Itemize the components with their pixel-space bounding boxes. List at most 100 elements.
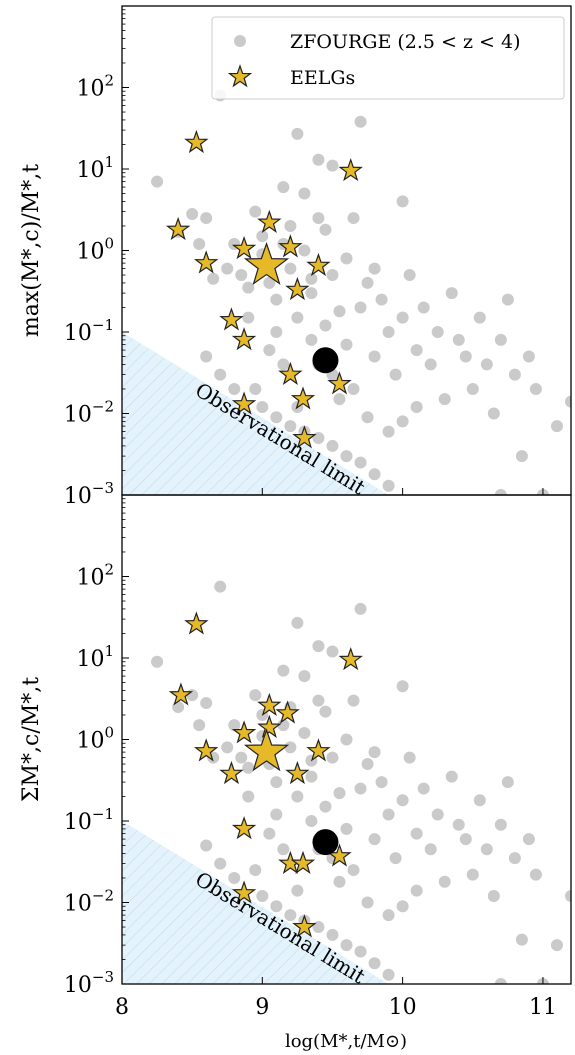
zfourge-point [487,890,500,903]
zfourge-point [389,368,402,381]
zfourge-point [312,921,325,934]
zfourge-point [186,208,199,221]
zfourge-point [193,719,206,732]
zfourge-point [480,358,493,371]
legend-star-icon [227,64,253,88]
eelg-star [278,361,303,385]
zfourge-point [305,272,318,285]
black-marker [312,829,339,856]
zfourge-point [375,776,388,789]
x-tick-label: 9 [255,995,269,1020]
x-tick-label: 11 [529,995,557,1020]
eelg-star [306,738,331,762]
zfourge-point [242,311,255,324]
zfourge-point [277,358,290,371]
data-points [151,580,571,984]
zfourge-point [270,411,283,424]
zfourge-point [151,175,164,188]
zfourge-point [494,333,507,346]
zfourge-point [214,368,227,381]
eelg-star [193,738,219,762]
zfourge-point [417,782,430,795]
panel-top: Observational limit 10−310−210−110010110… [19,5,572,509]
zfourge-point [354,301,367,314]
zfourge-point [298,187,311,200]
zfourge-point [326,269,339,282]
zfourge-point [284,420,297,433]
zfourge-point [431,326,444,338]
zfourge-point [382,479,395,492]
zfourge-point [354,945,367,958]
legend-zfourge-label: ZFOURGE (2.5 < z < 4) [290,31,521,53]
y-tick-label: 100 [76,724,114,754]
eelg-star [290,850,316,874]
eelg-star [231,391,257,415]
eelg-big-star [243,241,290,286]
y-tick-label: 100 [76,235,114,265]
eelg-star [219,307,244,331]
observational-limit-region [122,332,389,495]
y-axis-label: max(M*,c)/M*,t [19,164,44,337]
zfourge-point [207,272,220,285]
zfourge-point [284,262,297,275]
zfourge-point [340,822,353,835]
y-ticks: 10−3 10−2 10−1 100 101 102 [64,9,544,509]
legend-zfourge-marker [234,35,246,47]
zfourge-point [522,833,535,846]
zfourge-point [466,868,479,881]
zfourge-point [382,909,395,922]
eelg-star [231,327,257,351]
zfourge-point [249,864,262,877]
zfourge-point [326,159,339,172]
zfourge-point [340,252,353,265]
zfourge-point [284,909,297,922]
zfourge-point [382,326,395,338]
zfourge-point [438,393,451,406]
zfourge-point [326,439,339,452]
zfourge-point [270,326,283,338]
zfourge-point [249,205,262,218]
zfourge-point [361,276,374,289]
zfourge-point [200,350,213,363]
zfourge-point [291,790,304,803]
zfourge-point [396,900,409,913]
zfourge-point [340,733,353,746]
zfourge-point [361,411,374,424]
zfourge-point [550,420,563,433]
zfourge-point [214,857,227,870]
zfourge-point [361,758,374,771]
zfourge-point [305,815,318,827]
zfourge-point [340,338,353,351]
observational-limit-area [122,332,389,495]
legend-eelg-marker [227,64,253,88]
zfourge-point [403,751,416,764]
zfourge-point [256,230,269,243]
zfourge-point [368,833,381,846]
zfourge-point [459,350,472,363]
zfourge-point [319,705,332,718]
zfourge-point [396,415,409,428]
zfourge-point [305,770,318,783]
eelg-star [231,880,257,904]
zfourge-point [319,319,332,332]
zfourge-point [368,350,381,363]
zfourge-point [200,212,213,225]
zfourge-point [424,358,437,371]
zfourge-point [242,761,255,774]
zfourge-point [522,350,535,363]
zfourge-point [291,127,304,140]
zfourge-point [403,269,416,282]
eelg-star [306,252,331,277]
zfourge-point [438,875,451,888]
eelg-star [327,371,352,395]
zfourge-point [235,751,248,764]
eelg-star [285,760,310,785]
zfourge-point [508,852,521,865]
eelg-star [257,209,282,233]
zfourge-point [270,293,283,306]
zfourge-point [501,293,514,306]
zfourge-point [445,287,458,300]
zfourge-point [270,900,283,913]
zfourge-point [389,852,402,865]
zfourge-point [375,293,388,306]
